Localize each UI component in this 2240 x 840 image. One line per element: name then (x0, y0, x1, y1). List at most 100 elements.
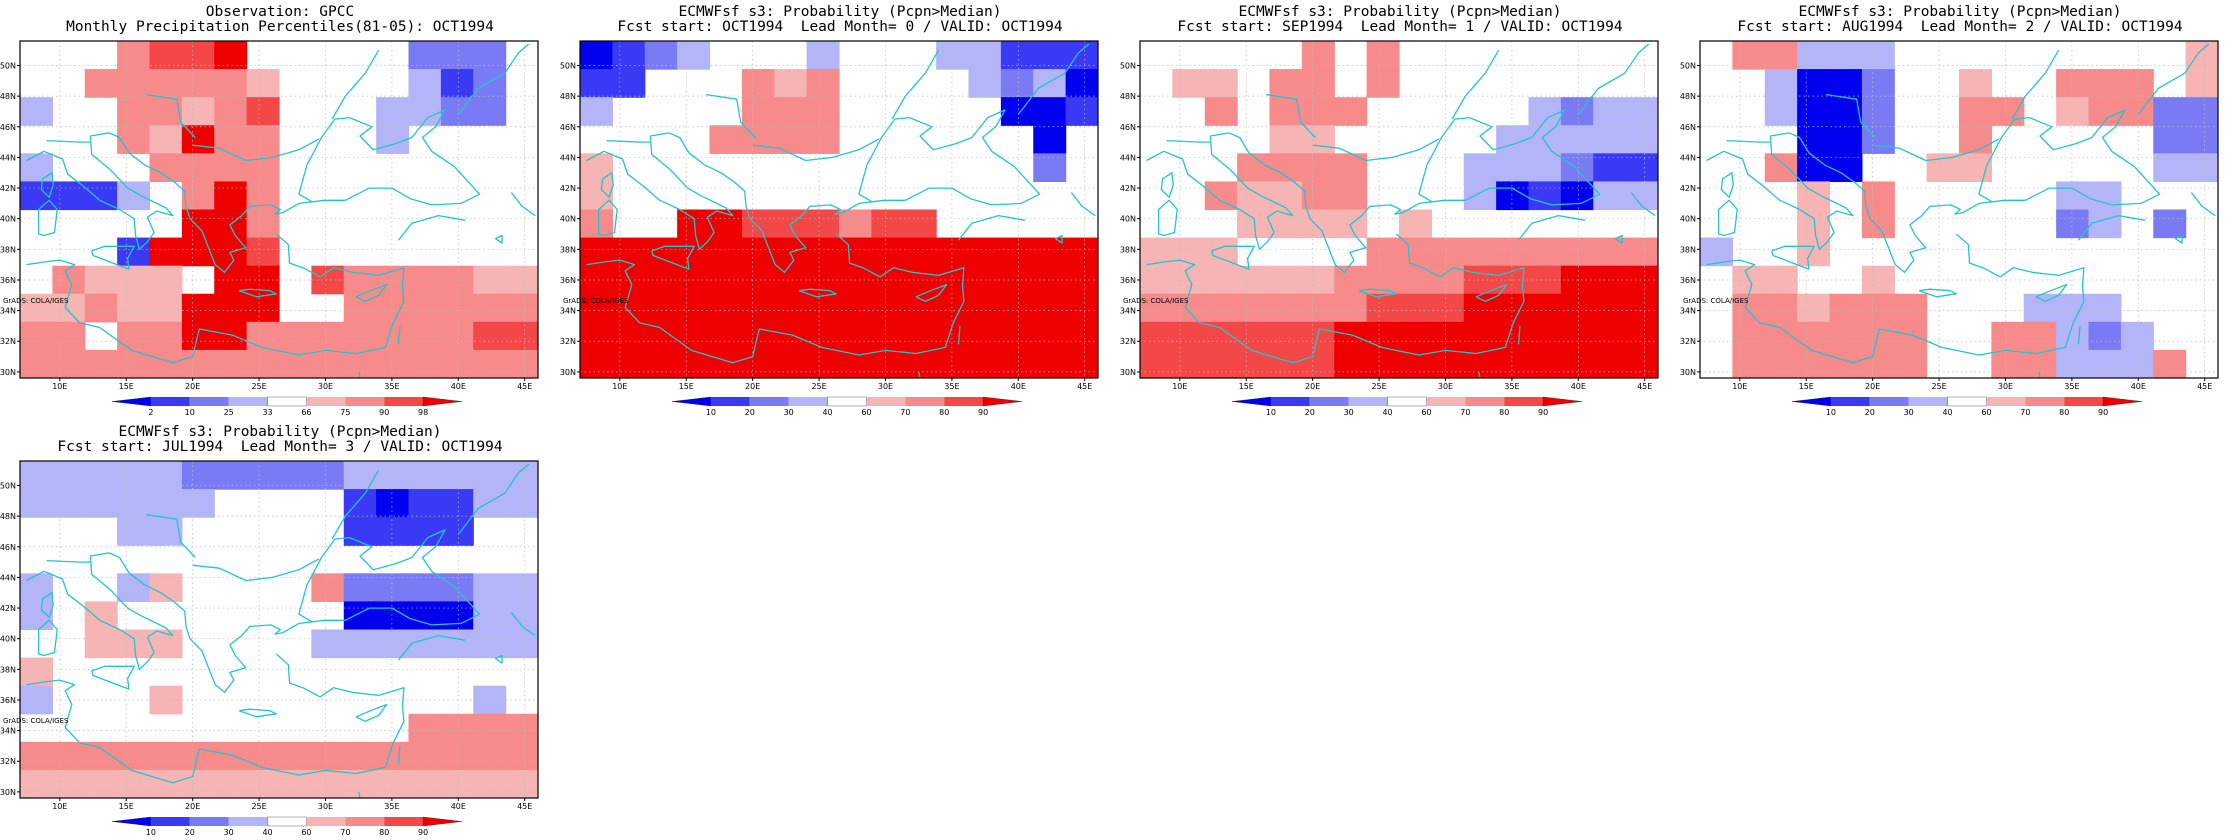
coastline (2011, 49, 2060, 120)
grid-cell (968, 265, 1002, 295)
grid-cell (52, 769, 86, 798)
map-canvas: 10E 15E 20E 25E 30E 35E 40E 45E 30N 32N 34N 36N 38N 4… (1680, 40, 2219, 417)
grid-cell (1528, 125, 1562, 154)
grid-cell (1204, 237, 1238, 267)
grid-cell (1033, 153, 1067, 183)
grid-cell (1431, 237, 1465, 267)
grid-cell (20, 153, 53, 183)
grid-cell (20, 349, 53, 378)
grid-cell (1033, 41, 1067, 70)
grid-cell (52, 741, 86, 771)
coastline (238, 708, 277, 718)
coastline (915, 283, 948, 303)
coastline (37, 619, 58, 657)
coastline (26, 552, 174, 670)
coastline (1157, 199, 1178, 237)
coastline (46, 559, 91, 563)
lat-tick-label: 30N (0, 788, 16, 797)
coastline (397, 745, 401, 765)
legend-swatch (982, 396, 1023, 407)
grid-cell (1065, 97, 1098, 126)
legend-swatch (1869, 397, 1909, 406)
grid-cell (839, 237, 872, 267)
grid-cell (376, 125, 410, 154)
grid-cell (440, 321, 474, 351)
grid-cell (343, 629, 377, 659)
coastline (1070, 192, 1096, 217)
grid-cell (2120, 349, 2154, 378)
grid-cell (279, 741, 312, 771)
grid-cell (2056, 181, 2090, 211)
grid-cell (1894, 293, 1928, 323)
coastline (2077, 325, 2081, 345)
lat-tick-label: 50N (0, 62, 16, 71)
coastline (957, 325, 961, 345)
grid-cell (1366, 41, 1400, 70)
grid-cell (1065, 237, 1098, 267)
lon-tick-label: 35E (944, 382, 959, 391)
legend-swatch (1270, 397, 1310, 406)
coastline (397, 634, 466, 661)
grid-cell (214, 461, 248, 490)
grid-cell (1366, 69, 1400, 98)
coastline (1475, 283, 1508, 303)
grid-cell (1334, 97, 1368, 126)
grid-cell (149, 769, 183, 798)
legend-swatch (710, 397, 750, 406)
coastline (1146, 233, 1525, 364)
coastline (457, 463, 530, 535)
legend-swatch (1791, 396, 1832, 407)
grid-cell (279, 321, 312, 351)
grid-cell (84, 629, 118, 659)
grid-cell (1829, 153, 1863, 183)
grid-cell (1991, 97, 2025, 126)
grid-cell (1399, 209, 1432, 239)
grid-cell (473, 321, 507, 351)
grid-cell (473, 265, 507, 295)
grid-cell (1334, 293, 1368, 323)
grid-cell (1237, 181, 1271, 211)
grid-cell (806, 209, 840, 239)
grid-cell (1172, 237, 1206, 267)
grid-cell (1625, 293, 1658, 323)
grid-cell (1625, 153, 1658, 183)
map-canvas: 10E 15E 20E 25E 30E 35E 40E 45E 30N 32N 34N 36N 38N 4… (560, 40, 1099, 417)
grid-cell (1560, 125, 1594, 154)
grid-cell (117, 489, 151, 518)
lon-tick-label: 45E (1077, 382, 1092, 391)
grid-cell (1301, 97, 1335, 126)
coastline (1266, 93, 1316, 138)
legend-label: 25 (224, 408, 234, 417)
legend-label: 30 (224, 828, 234, 837)
grid-cell (612, 41, 646, 70)
coastline (1788, 132, 1993, 273)
panel-title-line2: Fcst start: JUL1994 Lead Month= 3 / VALI… (57, 439, 503, 455)
grid-cell (806, 41, 840, 70)
grid-cell (1431, 349, 1465, 378)
grid-cell (149, 69, 183, 98)
lon-tick-label: 10E (1172, 382, 1187, 391)
coastline (2174, 234, 2183, 244)
grid-cell (1829, 321, 1863, 351)
grid-cell (52, 293, 86, 323)
grid-cell (20, 741, 53, 771)
grid-cell (181, 349, 215, 378)
grid-cell (408, 573, 442, 603)
coastline (192, 558, 320, 582)
grid-cell (2088, 349, 2122, 378)
legend-label: 30 (1904, 408, 1914, 417)
legend-swatch (671, 396, 712, 407)
coastline (918, 371, 921, 378)
grid-cell (311, 349, 345, 378)
lat-tick-label: 44N (1120, 153, 1136, 162)
grid-cell (1560, 349, 1594, 378)
grid-cell (612, 321, 646, 351)
legend-label: 60 (1981, 408, 1991, 417)
grid-cell (117, 293, 151, 323)
coastline (355, 703, 388, 723)
legend-label: 70 (340, 828, 350, 837)
grid-cell (52, 489, 86, 518)
lat-tick-label: 34N (0, 307, 16, 316)
lon-tick-label: 10E (52, 802, 67, 811)
panel-title-line2: Fcst start: SEP1994 Lead Month= 1 / VALI… (1177, 19, 1623, 35)
